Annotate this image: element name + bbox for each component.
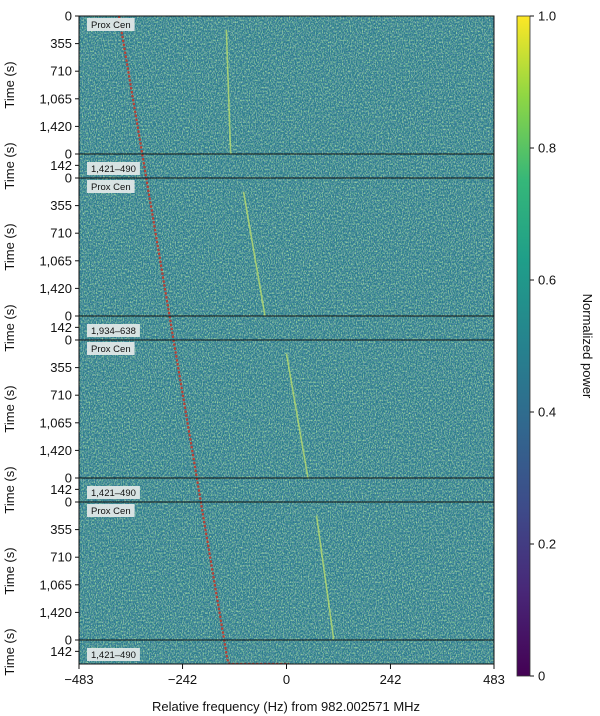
panel-label-text: 1,934–638 <box>91 326 136 337</box>
x-tick-label: 0 <box>283 672 290 687</box>
x-tick-label: −242 <box>168 672 197 687</box>
y-axis-title: Time (s) <box>2 223 17 270</box>
y-tick-label: 0 <box>65 171 72 186</box>
y-tick-label: 1,065 <box>39 577 72 592</box>
signal-overlays <box>117 16 335 664</box>
panel-label-box <box>87 342 135 355</box>
y-tick-label: 1,065 <box>39 253 72 268</box>
panel-label: Prox Cen <box>87 180 135 193</box>
panel-label: 1,934–638 <box>87 324 140 337</box>
panel-4-noise-dark <box>79 316 494 340</box>
panel-6-noise-dark <box>79 478 494 502</box>
green-drift-segment <box>225 29 232 155</box>
y-tick-label: 142 <box>50 644 72 659</box>
colorbar-gradient <box>516 15 531 677</box>
green-drift-segment <box>315 515 335 641</box>
panel-label: Prox Cen <box>87 18 135 31</box>
panel-label-text: Prox Cen <box>91 506 131 517</box>
y-tick-label: 355 <box>50 522 72 537</box>
panel-label-box <box>87 180 135 193</box>
panel-1-noise-dark <box>79 16 494 154</box>
y-tick-label: 142 <box>50 158 72 173</box>
x-tick-label: 242 <box>380 672 402 687</box>
panel-label-text: 1,421–490 <box>91 164 136 175</box>
y-axis-title: Time (s) <box>2 304 17 351</box>
panel-labels: Prox Cen 1,421–490 Prox Cen 1,934–638 Prox C… <box>87 18 140 661</box>
y-axis-title: Time (s) <box>2 61 17 108</box>
colorbar-tick-label: 0.6 <box>538 273 556 288</box>
panel-label-text: Prox Cen <box>91 20 131 31</box>
y-tick-label: 0 <box>65 9 72 24</box>
panel-label-box <box>87 18 135 31</box>
panel-label-text: Prox Cen <box>91 344 131 355</box>
panel-8-noise-dark <box>79 640 494 664</box>
y-tick-label: 1,420 <box>39 605 72 620</box>
panel-5-noise-dark <box>79 340 494 478</box>
y-tick-label: 0 <box>65 147 72 162</box>
green-drift-segment <box>242 191 266 317</box>
x-tick-label: 483 <box>483 672 505 687</box>
panel-7-noise-dark <box>79 502 494 640</box>
panel-label-text: Prox Cen <box>91 182 131 193</box>
panel-3-noise-dark <box>79 178 494 316</box>
panel-label: 1,421–490 <box>87 162 140 175</box>
x-tick-label: −483 <box>64 672 93 687</box>
panel-label-box <box>87 486 140 499</box>
panel-label: Prox Cen <box>87 342 135 355</box>
red-drift-line <box>117 16 290 664</box>
colorbar-tick-label: 0.4 <box>538 405 556 420</box>
y-axis-title: Time (s) <box>2 385 17 432</box>
colorbar-tick-label: 0.2 <box>538 537 556 552</box>
y-tick-label: 142 <box>50 320 72 335</box>
y-tick-label: 710 <box>50 388 72 403</box>
y-tick-label: 0 <box>65 495 72 510</box>
y-axis-title: Time (s) <box>2 142 17 189</box>
y-tick-label: 0 <box>65 471 72 486</box>
y-tick-label: 0 <box>65 309 72 324</box>
y-tick-label: 710 <box>50 550 72 565</box>
panel-label-text: 1,421–490 <box>91 488 136 499</box>
y-tick-label: 710 <box>50 64 72 79</box>
y-tick-label: 1,420 <box>39 119 72 134</box>
y-tick-label: 355 <box>50 36 72 51</box>
green-drift-segment <box>285 353 309 479</box>
colorbar-tick-label: 1.0 <box>538 9 556 24</box>
y-tick-label: 1,065 <box>39 91 72 106</box>
panel-2-noise-dark <box>79 154 494 178</box>
y-tick-label: 355 <box>50 198 72 213</box>
colorbar: Normalized power 0 0.2 0.4 0.6 0.8 1.0 <box>516 9 595 684</box>
y-tick-label: 1,420 <box>39 281 72 296</box>
colorbar-tick-label: 0 <box>538 669 545 684</box>
y-tick-label: 142 <box>50 482 72 497</box>
y-axis-title: Time (s) <box>2 466 17 513</box>
panel-label: 1,421–490 <box>87 486 140 499</box>
colorbar-title: Normalized power <box>580 294 595 399</box>
y-tick-label: 1,420 <box>39 443 72 458</box>
panel-label-box <box>87 504 135 517</box>
panel-label-box <box>87 648 140 661</box>
x-axis-title: Relative frequency (Hz) from 982.002571 … <box>152 699 420 714</box>
y-tick-label: 710 <box>50 226 72 241</box>
y-axis-title: Time (s) <box>2 628 17 675</box>
panel-label-box <box>87 162 140 175</box>
panel-label: Prox Cen <box>87 504 135 517</box>
y-tick-label: 1,065 <box>39 415 72 430</box>
panel-label-box <box>87 324 140 337</box>
x-axis: Relative frequency (Hz) from 982.002571 … <box>64 664 505 714</box>
panel-separators <box>78 15 495 665</box>
y-tick-label: 0 <box>65 633 72 648</box>
y-axis-title: Time (s) <box>2 547 17 594</box>
panel-label: 1,421–490 <box>87 648 140 661</box>
panel-label-text: 1,421–490 <box>91 650 136 661</box>
y-tick-label: 355 <box>50 360 72 375</box>
heatmap <box>79 16 494 664</box>
y-tick-label: 0 <box>65 333 72 348</box>
colorbar-tick-label: 0.8 <box>538 141 556 156</box>
